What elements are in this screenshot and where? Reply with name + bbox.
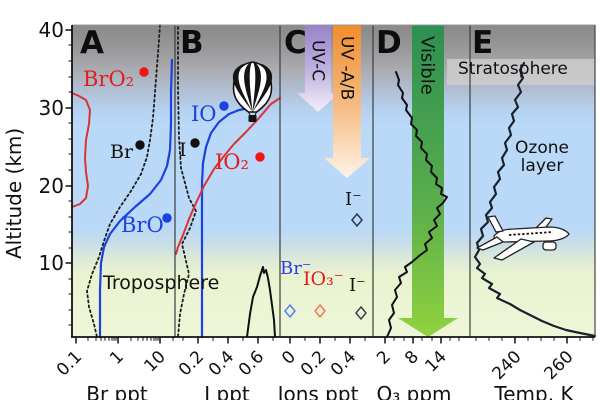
x-axis-label-B: I ppt — [204, 382, 250, 400]
IO-profile — [200, 105, 261, 339]
Br-point — [135, 140, 145, 150]
region-label-stratosphere: Stratosphere — [458, 59, 568, 79]
ozone-ppm-profile — [386, 71, 448, 338]
balloon-stripe — [244, 62, 253, 112]
Br-profile — [86, 24, 161, 338]
I-profile — [177, 26, 197, 338]
BrO-point — [162, 213, 172, 223]
ion-label-iodide-lower: I⁻ — [349, 275, 366, 296]
y-axis-label: Altitude (km) — [2, 127, 26, 259]
BrO2-point — [139, 67, 149, 77]
airplane-tail-stabilizer — [476, 236, 504, 251]
BrO-profile — [98, 58, 174, 339]
balloon-stripe — [252, 62, 273, 112]
aerosol-peak — [246, 266, 276, 338]
x-axis-label-A: Br ppt — [86, 382, 148, 400]
I-point — [190, 138, 200, 148]
airplane-windows — [508, 231, 554, 236]
balloon-riser — [254, 111, 257, 116]
ion-label-iodide-upper: I⁻ — [345, 189, 362, 210]
uv-c-arrow-label: UV-C — [307, 40, 328, 82]
iodide-lower-point — [355, 305, 367, 321]
airplane-main-wing — [493, 238, 535, 261]
iodide-upper-point — [351, 212, 363, 228]
airplane-engine — [542, 241, 557, 251]
balloon-basket — [248, 115, 257, 122]
bromide-point — [284, 303, 296, 319]
panel-letter-A: A — [80, 25, 104, 61]
y-tick-label: 10 — [38, 251, 64, 275]
y-tick-label: 20 — [38, 174, 64, 198]
panel-letter-B: B — [180, 25, 204, 61]
x-axis-label-E: Temp. K — [494, 382, 574, 400]
temperature-profile — [473, 61, 597, 338]
x-axis-label-C: Ions ppt — [277, 382, 359, 400]
BrO2-profile — [71, 92, 91, 208]
uv-c-arrow — [297, 25, 339, 112]
region-label-ozone-layer: Ozone layer — [515, 138, 569, 176]
y-tick-label: 30 — [38, 96, 64, 120]
x-axis-label-D: O₃ ppm — [376, 382, 452, 400]
panel-letter-C: C — [284, 25, 307, 61]
species-label-br: Br — [110, 141, 134, 163]
balloon-stripe — [252, 62, 261, 112]
uv-ab-arrow-label: UV -A/B — [336, 36, 357, 101]
panel-letter-D: D — [376, 25, 402, 61]
visible-arrow — [398, 25, 458, 337]
balloon-riser — [248, 111, 251, 116]
species-label-bro: BrO — [121, 213, 164, 237]
species-label-io: IO — [191, 102, 217, 126]
species-label-io2: IO₂ — [215, 150, 249, 174]
IO2-profile — [175, 97, 281, 255]
uv-ab-arrow — [324, 25, 370, 178]
region-label-troposphere: Troposphere — [103, 272, 220, 294]
species-label-bro2: BrO₂ — [83, 67, 135, 91]
iodate-point — [314, 303, 326, 319]
airplane-fuselage — [493, 226, 570, 243]
balloon-stripe — [232, 62, 253, 112]
species-label-i: I — [179, 139, 187, 161]
visible-arrow-label: Visible — [416, 36, 438, 95]
panel-letter-E: E — [472, 25, 494, 61]
IO2-point — [255, 152, 265, 162]
y-tick-label: 40 — [38, 18, 64, 42]
ion-label-iodate: IO₃⁻ — [303, 268, 344, 290]
airplane-tail-fin — [487, 215, 504, 233]
IO-point — [219, 101, 229, 111]
ion-label-bromide: Br⁻ — [280, 258, 312, 279]
